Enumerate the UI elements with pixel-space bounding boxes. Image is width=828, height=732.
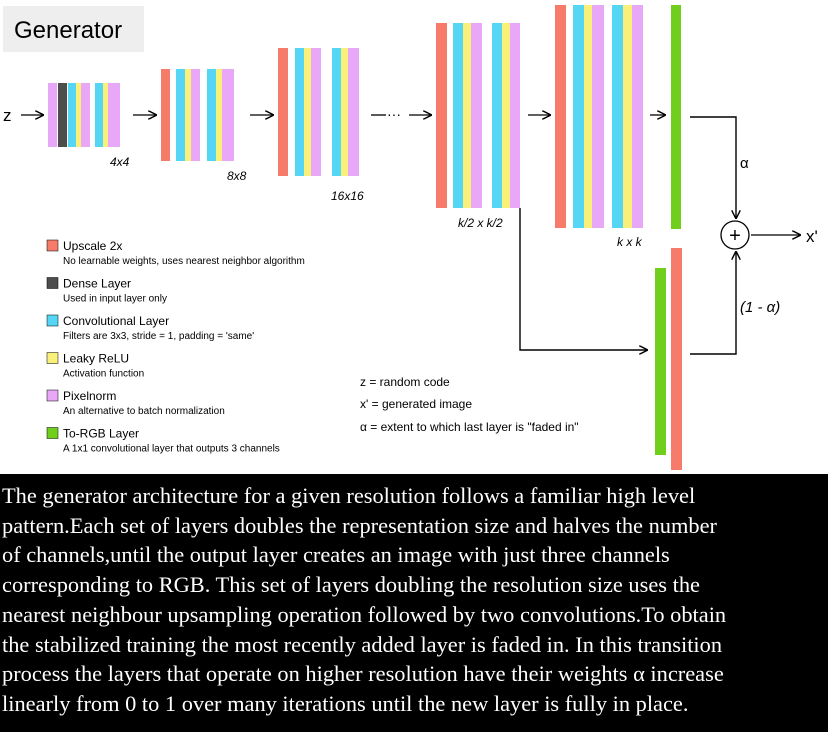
pixelnorm-layer bbox=[108, 83, 120, 147]
leaky-relu-layer bbox=[185, 69, 191, 161]
block-8x8 bbox=[161, 69, 234, 161]
caption-line: the stabilized training the most recentl… bbox=[2, 631, 723, 657]
note-xprime: x' = generated image bbox=[360, 397, 472, 411]
conv-layer bbox=[612, 5, 623, 228]
legend-swatch bbox=[46, 389, 59, 402]
legend-description: An alternative to batch normalization bbox=[63, 406, 225, 417]
title-box bbox=[3, 6, 144, 52]
caption-line: The generator architecture for a given r… bbox=[2, 483, 696, 508]
diagram-title: Generator bbox=[14, 17, 122, 44]
conv-layer bbox=[207, 69, 216, 161]
to-rgb-layer bbox=[671, 5, 681, 229]
legend-swatch bbox=[46, 352, 59, 364]
to-rgb-layer bbox=[655, 268, 666, 455]
leaky-relu-layer bbox=[502, 23, 510, 208]
conv-layer bbox=[492, 23, 502, 208]
conv-layer bbox=[295, 48, 304, 176]
legend-description: Activation function bbox=[63, 369, 144, 380]
resolution-label: 8x8 bbox=[227, 169, 247, 183]
z-label: z bbox=[3, 106, 12, 125]
resolution-label: k x k bbox=[617, 235, 643, 249]
plus-symbol: + bbox=[729, 225, 741, 247]
conv-layer bbox=[176, 69, 185, 161]
legend-name: Upscale 2x bbox=[63, 239, 122, 253]
resolution-label: k/2 x k/2 bbox=[458, 216, 503, 230]
legend-swatch bbox=[46, 427, 59, 439]
one-minus-alpha-path bbox=[690, 252, 736, 355]
legend-swatch bbox=[46, 277, 59, 289]
legend-name: To-RGB Layer bbox=[63, 427, 139, 441]
pixelnorm-layer bbox=[48, 83, 57, 147]
leaky-relu-layer bbox=[584, 5, 592, 228]
block-k2 bbox=[436, 23, 520, 208]
legend-description: Filters are 3x3, stride = 1, padding = '… bbox=[63, 331, 254, 342]
one-minus-alpha-label: (1 - α) bbox=[740, 299, 780, 316]
pixelnorm-layer bbox=[592, 5, 604, 228]
sum-node bbox=[720, 220, 750, 250]
legend-name: Convolutional Layer bbox=[63, 314, 169, 328]
skip-path bbox=[519, 208, 647, 350]
legend-name: Pixelnorm bbox=[63, 389, 116, 403]
leaky-relu-layer bbox=[103, 83, 108, 147]
legend-description: A 1x1 convolutional layer that outputs 3… bbox=[63, 444, 280, 455]
legend-swatch bbox=[46, 239, 59, 252]
block-16x16 bbox=[278, 48, 359, 176]
pixelnorm-layer bbox=[222, 69, 234, 161]
leaky-relu-layer bbox=[304, 48, 311, 176]
note-z: z = random code bbox=[360, 375, 450, 389]
caption-line: linearly from 0 to 1 over many iteration… bbox=[2, 690, 689, 716]
xprime-label: x' bbox=[806, 227, 818, 246]
dense-layer bbox=[58, 83, 67, 147]
pixelnorm-layer bbox=[81, 83, 90, 147]
leaky-relu-layer bbox=[76, 83, 81, 147]
caption-line: process the layers that operate on highe… bbox=[2, 661, 724, 687]
alpha-label: α bbox=[740, 155, 749, 172]
caption-line: of channels,until the output layer creat… bbox=[2, 542, 670, 568]
pixelnorm-layer bbox=[311, 48, 321, 176]
pixelnorm-layer bbox=[510, 23, 520, 208]
pixelnorm-layer bbox=[348, 48, 359, 176]
upscale-layer bbox=[436, 23, 447, 208]
leaky-relu-layer bbox=[623, 5, 632, 228]
generator-diagram: Generator z 4x4 8x8 16x16 ··· bbox=[3, 5, 818, 470]
legend-name: Leaky ReLU bbox=[63, 352, 129, 366]
conv-layer bbox=[573, 5, 584, 228]
caption-line: nearest neighbour upsampling operation f… bbox=[2, 601, 727, 627]
caption-line: corresponding to RGB. This set of layers… bbox=[2, 572, 700, 598]
leaky-relu-layer bbox=[463, 23, 471, 208]
alpha-path bbox=[690, 116, 736, 218]
conv-layer bbox=[332, 48, 341, 176]
upscale-layer bbox=[671, 248, 682, 470]
leaky-relu-layer bbox=[341, 48, 348, 176]
pixelnorm-layer bbox=[191, 69, 200, 161]
conv-layer bbox=[453, 23, 463, 208]
ellipsis: ··· bbox=[387, 106, 401, 122]
note-alpha: α = extent to which last layer is "faded… bbox=[360, 420, 579, 434]
pixelnorm-layer bbox=[471, 23, 482, 208]
conv-layer bbox=[95, 83, 103, 147]
caption-line: pattern.Each set of layers doubles the r… bbox=[2, 512, 717, 538]
legend-description: No learnable weights, uses nearest neigh… bbox=[63, 256, 305, 267]
leaky-relu-layer bbox=[216, 69, 222, 161]
block-4x4 bbox=[48, 83, 120, 147]
legend: Upscale 2x No learnable weights, uses nea… bbox=[46, 239, 305, 455]
legend-name: Dense Layer bbox=[63, 277, 131, 291]
legend-swatch bbox=[46, 314, 59, 327]
resolution-label: 4x4 bbox=[110, 155, 130, 169]
upscale-layer bbox=[278, 48, 288, 176]
upscale-layer bbox=[161, 69, 170, 161]
legend-description: Used in input layer only bbox=[63, 294, 167, 305]
resolution-label: 16x16 bbox=[331, 189, 364, 203]
upscale-layer bbox=[555, 5, 566, 228]
pixelnorm-layer bbox=[632, 5, 643, 228]
conv-layer bbox=[68, 83, 76, 147]
block-k bbox=[555, 5, 643, 228]
caption: The generator architecture for a given r… bbox=[0, 474, 828, 732]
